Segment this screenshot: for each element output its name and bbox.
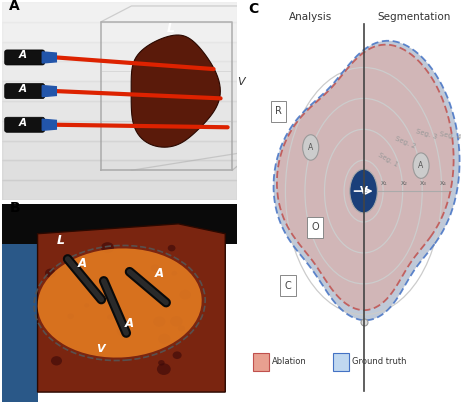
Circle shape (173, 351, 182, 359)
Text: x₃: x₃ (420, 179, 427, 185)
Circle shape (168, 245, 175, 251)
Bar (2, 101, 237, 121)
Circle shape (157, 363, 171, 375)
Text: V: V (96, 345, 105, 354)
Text: x₄: x₄ (439, 179, 447, 185)
Text: V: V (237, 77, 245, 87)
Circle shape (413, 153, 429, 179)
Circle shape (151, 265, 159, 272)
Text: O: O (311, 223, 319, 232)
Text: A: A (18, 84, 27, 94)
Circle shape (45, 269, 56, 278)
Text: x₂: x₂ (401, 179, 407, 185)
Circle shape (172, 271, 177, 276)
Circle shape (67, 314, 74, 319)
Text: x₁: x₁ (381, 179, 388, 185)
Polygon shape (37, 224, 225, 392)
FancyBboxPatch shape (280, 275, 295, 296)
Circle shape (303, 135, 319, 160)
Circle shape (178, 325, 185, 332)
Text: A: A (18, 50, 27, 61)
Circle shape (158, 334, 171, 344)
Circle shape (350, 169, 377, 213)
Text: R: R (275, 106, 282, 116)
Text: A: A (124, 317, 134, 330)
Polygon shape (2, 204, 237, 244)
Text: Seg. 4: Seg. 4 (438, 131, 461, 141)
Circle shape (101, 242, 114, 253)
Text: Analysis: Analysis (289, 12, 332, 22)
Text: A: A (155, 267, 164, 280)
Bar (2, 81, 237, 101)
Bar (2, 141, 237, 160)
Text: Seg. 2: Seg. 2 (394, 135, 417, 149)
Bar (2, 42, 237, 61)
FancyBboxPatch shape (271, 101, 286, 122)
FancyBboxPatch shape (333, 353, 349, 371)
Circle shape (51, 356, 62, 366)
Polygon shape (2, 204, 37, 402)
Text: A: A (18, 118, 27, 128)
Text: A: A (9, 0, 20, 13)
Bar (2, 121, 237, 141)
Circle shape (107, 314, 113, 320)
Text: Seg. 3: Seg. 3 (415, 128, 438, 140)
Bar (2, 160, 237, 180)
Circle shape (117, 325, 130, 337)
Text: Ablation: Ablation (272, 358, 306, 366)
Polygon shape (42, 119, 56, 130)
Bar (2, 2, 237, 22)
Circle shape (179, 290, 191, 300)
Polygon shape (42, 86, 56, 97)
Bar (2, 180, 237, 200)
Text: A: A (419, 161, 424, 170)
Bar (2, 22, 237, 42)
Text: A: A (308, 143, 313, 152)
Circle shape (153, 316, 165, 327)
Circle shape (84, 303, 89, 307)
FancyBboxPatch shape (5, 50, 45, 65)
Text: Seg. 1: Seg. 1 (377, 152, 400, 168)
Text: C: C (284, 281, 291, 290)
Polygon shape (131, 35, 220, 147)
FancyBboxPatch shape (5, 117, 45, 132)
Ellipse shape (38, 248, 201, 358)
FancyBboxPatch shape (253, 353, 269, 371)
Text: A: A (77, 257, 87, 270)
Text: C: C (249, 2, 259, 16)
Text: L: L (56, 234, 64, 246)
Polygon shape (42, 52, 56, 63)
Polygon shape (273, 41, 460, 320)
Text: Ground truth: Ground truth (352, 358, 407, 366)
Text: Segmentation: Segmentation (377, 12, 451, 22)
Text: V: V (360, 186, 367, 196)
Text: B: B (9, 201, 20, 215)
Bar (2, 61, 237, 81)
FancyBboxPatch shape (5, 84, 45, 99)
Circle shape (158, 360, 164, 366)
FancyBboxPatch shape (308, 217, 323, 238)
Text: L: L (167, 22, 174, 35)
Circle shape (170, 316, 183, 327)
Polygon shape (277, 44, 454, 310)
